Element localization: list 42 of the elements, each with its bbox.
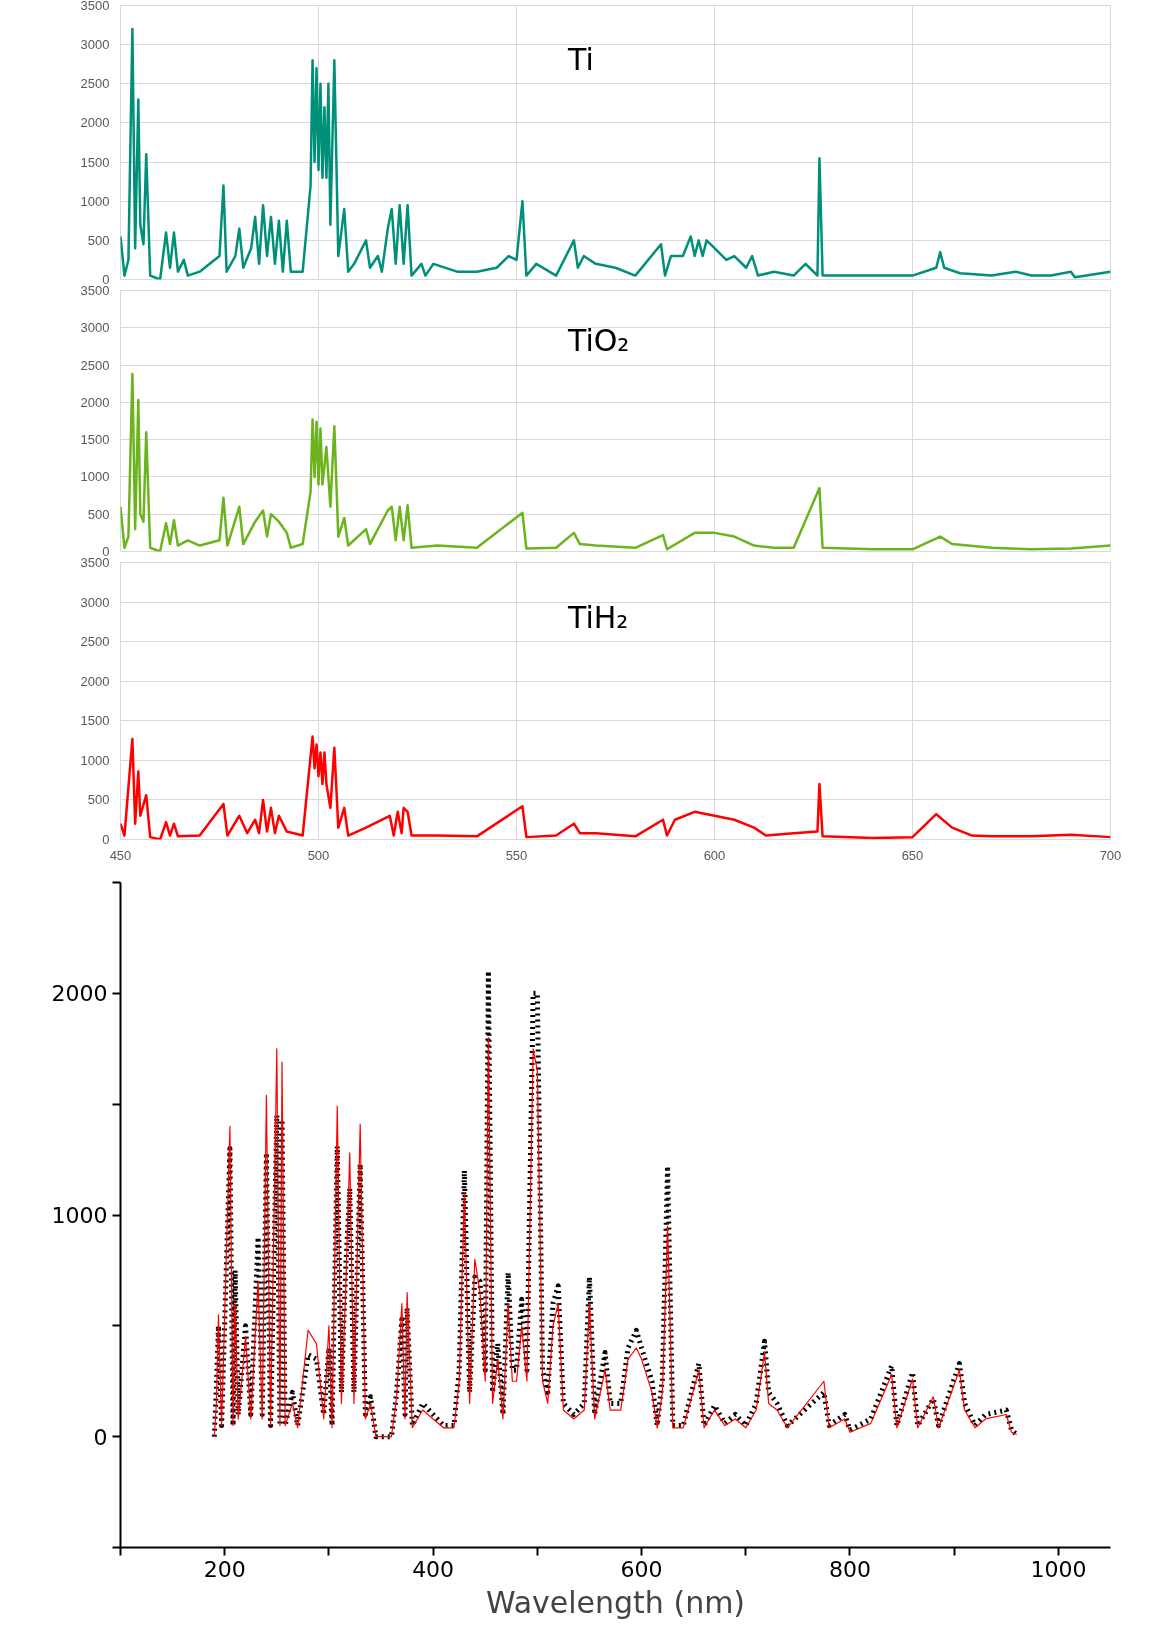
x-tick-label: 550 xyxy=(505,847,528,863)
x-tick-label: 500 xyxy=(307,847,330,863)
y-tick-label: 0 xyxy=(93,1424,108,1450)
x-tick-label: 800 xyxy=(828,1556,871,1582)
x-tick-label: 600 xyxy=(703,847,726,863)
y-tick-label: 2500 xyxy=(80,76,110,92)
x-tick-label: 650 xyxy=(901,847,924,863)
y-tick-label: 1500 xyxy=(80,713,110,729)
line-series xyxy=(213,1037,1018,1438)
y-tick-label: 3500 xyxy=(80,0,110,13)
x-axis-title: Wavelength (nm) xyxy=(485,1584,746,1620)
y-tick-label: 500 xyxy=(87,792,110,808)
y-tick-label: 500 xyxy=(87,232,110,248)
y-tick-label: 2500 xyxy=(80,357,110,373)
y-tick-label: 2000 xyxy=(80,394,110,410)
y-tick-label: 1000 xyxy=(51,1203,108,1228)
y-tick-label: 2500 xyxy=(80,634,110,650)
y-tick-label: 500 xyxy=(87,506,110,522)
y-tick-label: 2000 xyxy=(80,115,110,131)
y-tick-label: 3000 xyxy=(80,37,110,53)
y-tick-label: 1500 xyxy=(80,154,110,170)
line-series xyxy=(120,27,1111,280)
line-series xyxy=(120,372,1111,552)
y-tick-label: 0 xyxy=(102,832,110,847)
y-tick-label: 2000 xyxy=(51,981,108,1007)
y-tick-label: 2000 xyxy=(80,673,110,689)
y-tick-label: 1000 xyxy=(80,193,110,209)
x-tick-label: 1000 xyxy=(1030,1556,1087,1582)
y-tick-label: 3000 xyxy=(80,594,110,610)
x-tick-label: 400 xyxy=(412,1556,455,1582)
text: TiO₂ xyxy=(566,323,630,359)
text: TiH₂ xyxy=(566,599,629,635)
y-tick-label: 1000 xyxy=(80,469,110,485)
x-tick-label: 450 xyxy=(109,847,132,863)
y-tick-label: 3000 xyxy=(80,320,110,336)
line-series xyxy=(120,735,1111,840)
y-tick-label: 1000 xyxy=(80,752,110,768)
x-tick-label: 600 xyxy=(620,1556,663,1582)
x-tick-label: 200 xyxy=(203,1556,246,1582)
x-tick-label: 700 xyxy=(1099,847,1122,863)
text: Ti xyxy=(566,41,594,77)
y-tick-label: 1500 xyxy=(80,432,110,448)
